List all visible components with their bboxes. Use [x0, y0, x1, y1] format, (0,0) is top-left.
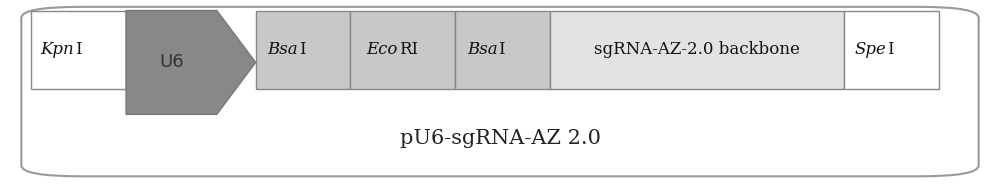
Text: Spe: Spe — [855, 41, 886, 58]
Text: U6: U6 — [159, 53, 184, 71]
Bar — [844, 11, 939, 89]
Text: Bsa: Bsa — [267, 41, 298, 58]
Text: pU6-sgRNA-AZ 2.0: pU6-sgRNA-AZ 2.0 — [400, 129, 600, 148]
Bar — [455, 11, 550, 89]
Text: I: I — [499, 41, 505, 58]
FancyBboxPatch shape — [21, 7, 979, 176]
Text: Bsa: Bsa — [467, 41, 498, 58]
Bar — [256, 11, 350, 89]
Text: Eco: Eco — [366, 41, 398, 58]
Text: I: I — [887, 41, 894, 58]
Bar — [550, 11, 844, 89]
Text: I: I — [299, 41, 306, 58]
Bar — [350, 11, 455, 89]
Bar — [31, 11, 126, 89]
Text: RI: RI — [399, 41, 418, 58]
Polygon shape — [126, 11, 256, 114]
Text: Kpn: Kpn — [40, 41, 74, 58]
Text: sgRNA-AZ-2.0 backbone: sgRNA-AZ-2.0 backbone — [594, 41, 800, 58]
Text: I: I — [75, 41, 81, 58]
